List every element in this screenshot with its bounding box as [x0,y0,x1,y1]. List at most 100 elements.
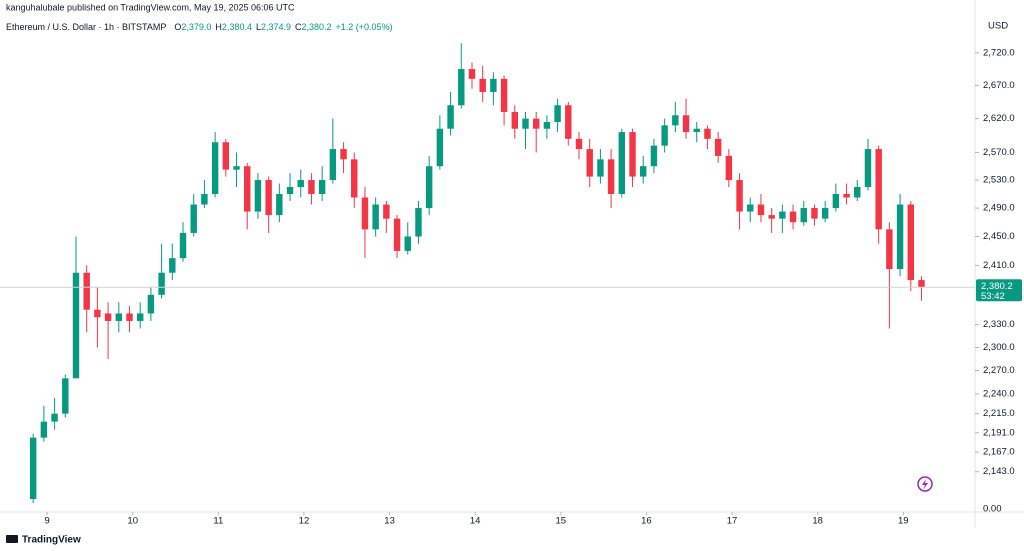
candle-body [907,204,914,281]
candle-body [201,193,208,205]
ohlc-key: C [295,22,302,32]
candle-body [404,236,411,251]
candle-body [62,378,69,414]
candle-body [490,78,497,93]
axis-bottom-label: 0.00 [983,504,1002,515]
candle-body [661,125,668,146]
candle-body [768,215,775,219]
x-tick-label: 15 [556,516,567,527]
candle-body [436,128,444,167]
last-price-label: 2,380.2 [981,281,1013,292]
candle-body [83,272,90,310]
candle-body [875,149,882,230]
candle-body [693,128,700,133]
icon-bolt [922,479,928,490]
x-tick-label: 11 [213,516,223,527]
candle-body [864,149,872,188]
candle-body [575,138,583,150]
candle-body [757,204,765,216]
x-tick-label: 16 [641,516,652,527]
candle-body [29,437,37,499]
candle-body [136,313,144,321]
candle-body [789,211,797,223]
ohlc-value: 2,379.0 [181,22,211,32]
ohlc-value: 2,380.2 [302,22,332,32]
candle-body [714,138,722,156]
candle-body [222,142,230,170]
x-tick-label: 17 [727,516,738,527]
ohlc-key: L [256,22,261,32]
x-tick-label: 10 [127,516,138,527]
symbol-title: Ethereum / U.S. Dollar · 1h · BITSTAMP [6,22,166,32]
y-tick-label: 2,270.0 [983,365,1015,376]
candle-body [351,159,358,198]
candle-body [672,115,679,126]
last-price-box [976,279,1022,302]
logo-text: TradingView [22,535,81,546]
ohlc-key: H [215,22,222,32]
candle-body [286,187,294,194]
candle-body [211,142,219,194]
candle-body [554,105,561,122]
candle-body [832,193,840,209]
candle-body [565,105,572,139]
y-tick-label: 2,410.0 [983,260,1015,271]
y-tick-label: 2,143.0 [983,466,1015,477]
candle-body [479,78,486,93]
candle-body [179,232,187,259]
candle-body [704,128,711,139]
candle-body [297,180,304,188]
x-tick-label: 14 [470,516,481,527]
candle-body [811,208,818,219]
candle-body [308,180,315,194]
x-tick-label: 12 [299,516,310,527]
candle-body [383,204,390,219]
ohlc-key: O [174,22,181,32]
candle-body [126,313,133,321]
candle-body [597,159,604,177]
y-tick-label: 2,215.0 [983,408,1015,419]
candle-body [800,208,807,223]
y-tick-label: 2,450.0 [983,231,1015,242]
y-tick-label: 2,570.0 [983,147,1015,158]
candle-body [586,149,593,177]
x-tick-label: 19 [898,516,909,527]
change: +1.2 (+0.05%) [336,22,393,32]
candle-body [736,180,743,212]
candle-body [415,208,422,237]
y-tick-label: 2,330.0 [983,319,1015,330]
candle-body [629,132,636,177]
y-tick-label: 2,191.0 [983,427,1015,438]
y-tick-label: 2,300.0 [983,342,1015,353]
candle-body [843,193,850,198]
candle-body [147,294,155,314]
candle-body [318,180,326,194]
candle-body [40,421,48,438]
candle-body [886,229,893,270]
candle-body [372,204,379,230]
candle-body [244,166,251,212]
candle-body [169,258,176,273]
publisher-line: kanguhalubale published on TradingView.c… [6,2,295,12]
candle-body [854,187,861,198]
y-tick-label: 2,720.0 [983,47,1015,58]
y-tick-label: 2,490.0 [983,203,1015,214]
candle-body [522,118,529,129]
candle-body [115,313,123,321]
candle-body [265,180,272,216]
candle-body [104,313,112,321]
candle-body [254,180,262,212]
candle-body [618,132,626,194]
candle-body [500,78,508,112]
logo-icon [6,535,18,543]
x-tick-label: 13 [384,516,395,527]
logo: TradingView [6,535,81,546]
x-tick-label: 18 [812,516,823,527]
candle-body [468,69,476,79]
candle-body [640,166,647,177]
legend: Ethereum / U.S. Dollar · 1h · BITSTAMP O2… [6,22,393,32]
candle-body [511,111,519,129]
candle-body [51,413,58,422]
